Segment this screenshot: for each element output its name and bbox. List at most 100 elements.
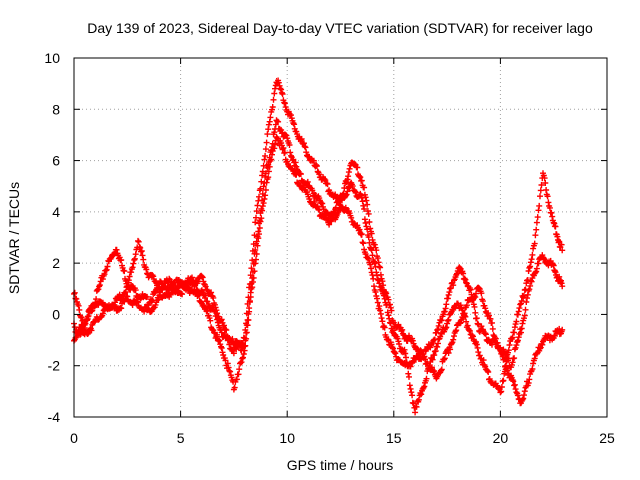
data-point xyxy=(265,172,267,174)
data-point xyxy=(158,283,160,285)
data-point xyxy=(137,293,139,295)
data-point xyxy=(329,190,331,192)
x-tick-label: 25 xyxy=(599,430,615,446)
data-point xyxy=(446,321,448,323)
data-point xyxy=(350,185,352,187)
data-point xyxy=(414,411,416,413)
data-point xyxy=(371,236,374,239)
data-point xyxy=(382,283,384,285)
data-point xyxy=(553,267,555,269)
data-point xyxy=(531,275,533,277)
y-tick-label: 6 xyxy=(52,153,60,169)
data-layer xyxy=(71,77,566,416)
data-point xyxy=(94,301,96,303)
data-point xyxy=(371,257,374,259)
data-point xyxy=(553,224,555,226)
data-point xyxy=(414,344,416,346)
ticks xyxy=(73,57,608,418)
data-point xyxy=(350,216,352,218)
data-point xyxy=(307,195,310,198)
data-point xyxy=(233,349,235,351)
data-point xyxy=(201,301,203,303)
data-point xyxy=(180,285,182,287)
data-point xyxy=(542,339,544,341)
data-point xyxy=(510,339,512,341)
data-point xyxy=(414,359,416,362)
data-point xyxy=(425,359,427,362)
data-point xyxy=(361,177,363,180)
data-point xyxy=(425,377,427,380)
y-tick-label: 0 xyxy=(52,306,60,322)
data-point xyxy=(478,288,480,290)
data-point xyxy=(510,365,512,367)
data-point xyxy=(521,301,523,303)
data-point xyxy=(222,326,224,328)
data-point xyxy=(297,180,299,182)
data-point xyxy=(467,326,470,328)
data-point xyxy=(222,334,224,336)
data-point xyxy=(350,159,352,162)
data-point xyxy=(126,288,128,290)
data-point xyxy=(521,403,523,405)
data-point xyxy=(361,236,363,239)
data-point xyxy=(211,308,214,310)
data-point xyxy=(233,385,235,387)
y-axis-label: SDTVAR / TECUs xyxy=(6,182,22,294)
data-point xyxy=(435,344,438,346)
y-tick-label: 10 xyxy=(44,50,60,66)
data-point xyxy=(339,203,342,205)
data-point xyxy=(521,326,523,328)
data-point xyxy=(137,303,139,305)
data-point xyxy=(254,262,256,264)
data-point xyxy=(329,224,331,226)
data-point xyxy=(467,283,470,285)
data-point xyxy=(318,198,320,200)
y-tick-label: -2 xyxy=(48,358,61,374)
data-point xyxy=(499,390,501,392)
data-point xyxy=(307,154,310,157)
data-point xyxy=(180,290,182,292)
data-point xyxy=(243,352,246,354)
data-point xyxy=(158,298,160,300)
data-point xyxy=(169,280,171,282)
data-point xyxy=(361,198,363,200)
data-point xyxy=(371,275,374,277)
data-point xyxy=(446,352,448,354)
data-point xyxy=(467,301,470,303)
data-point xyxy=(84,334,86,336)
y-tick-label: 2 xyxy=(52,255,60,271)
data-point xyxy=(435,377,438,380)
y-tick-label: 8 xyxy=(52,101,60,117)
data-point xyxy=(318,172,320,174)
data-point xyxy=(222,352,224,354)
x-axis-label: GPS time / hours xyxy=(287,457,394,473)
data-point xyxy=(393,352,395,354)
data-point xyxy=(489,339,491,341)
data-point xyxy=(403,352,406,354)
data-point xyxy=(457,267,459,269)
data-point xyxy=(478,352,480,354)
data-point xyxy=(286,139,288,141)
data-point xyxy=(382,326,384,328)
data-point xyxy=(489,377,491,380)
data-point xyxy=(297,134,299,136)
data-point xyxy=(403,334,406,336)
data-point xyxy=(286,159,288,162)
data-point xyxy=(190,288,192,290)
plot-frame xyxy=(73,57,608,418)
data-point xyxy=(148,301,150,303)
data-point xyxy=(190,283,192,285)
data-point xyxy=(339,206,342,208)
data-point xyxy=(169,288,171,290)
data-point xyxy=(158,288,160,290)
data-point xyxy=(137,242,139,244)
data-point xyxy=(318,211,320,213)
data-point xyxy=(116,247,118,249)
data-point xyxy=(553,334,555,336)
data-point xyxy=(169,293,171,295)
data-point xyxy=(457,301,459,303)
data-point xyxy=(307,185,310,187)
y-tick-label: -4 xyxy=(48,409,61,425)
